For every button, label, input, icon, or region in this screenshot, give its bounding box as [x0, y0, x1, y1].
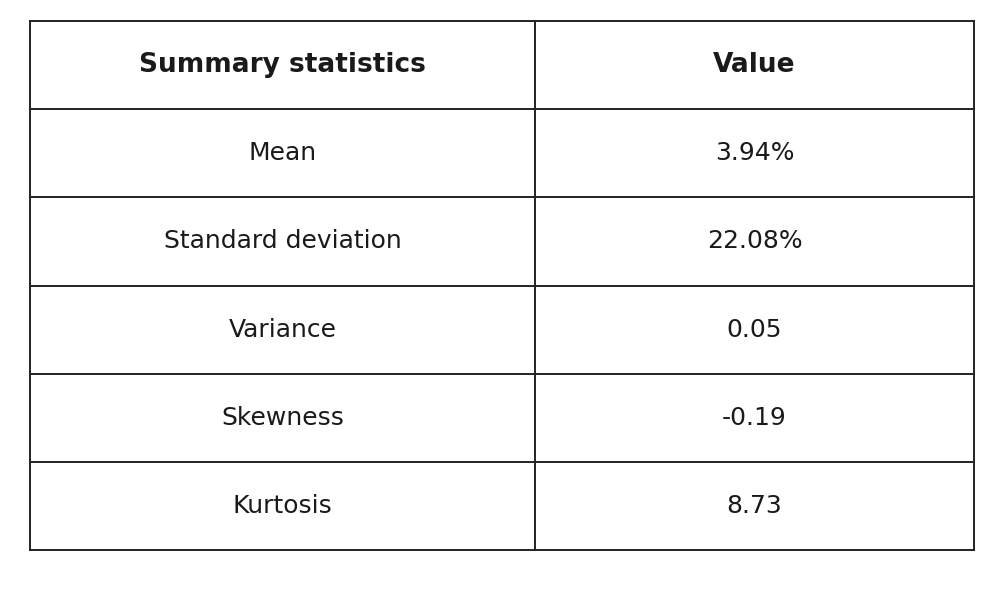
Text: Kurtosis: Kurtosis — [233, 494, 332, 518]
Text: 3.94%: 3.94% — [714, 141, 793, 165]
Text: 8.73: 8.73 — [726, 494, 781, 518]
Text: 22.08%: 22.08% — [706, 230, 801, 253]
Text: Mean: Mean — [249, 141, 316, 165]
Text: Skewness: Skewness — [221, 406, 344, 430]
Text: Summary statistics: Summary statistics — [139, 52, 425, 78]
Text: -0.19: -0.19 — [721, 406, 786, 430]
Text: 0.05: 0.05 — [726, 318, 781, 342]
Text: Standard deviation: Standard deviation — [163, 230, 401, 253]
Text: Value: Value — [712, 52, 795, 78]
Text: Variance: Variance — [229, 318, 336, 342]
